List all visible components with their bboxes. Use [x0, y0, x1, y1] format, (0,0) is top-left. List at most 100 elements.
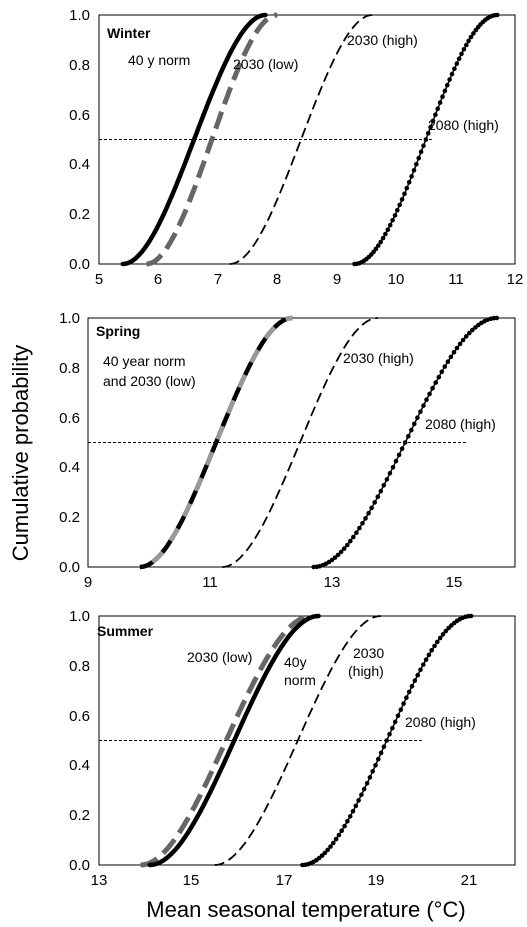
series-2-3-point	[381, 744, 387, 749]
series-0-3-point	[468, 34, 474, 40]
summer-y-tick: 0.0	[69, 857, 90, 874]
series-2-3-point	[361, 786, 367, 792]
series-1-2-point	[454, 345, 460, 351]
series-1-2-point	[406, 434, 411, 439]
series-2-3-point	[468, 613, 474, 619]
series-2-3-point	[333, 836, 339, 842]
series-1-2-point	[412, 421, 417, 427]
summer-annotation-norm: norm	[284, 672, 316, 688]
series-2-3-point	[415, 672, 421, 678]
series-1-2-point	[399, 446, 405, 452]
summer-annotation-2080-high: 2080 (high)	[405, 714, 476, 730]
spring-annotation-2080-high: 2080 (high)	[425, 416, 496, 432]
summer-x-tick: 19	[368, 872, 385, 889]
series-2-3-point	[353, 803, 359, 809]
series-1-1-line	[222, 317, 378, 568]
series-0-3-point	[397, 202, 403, 208]
series-1-2-point	[351, 534, 356, 540]
summer-y-tick: 1.0	[69, 608, 90, 625]
series-1-2-point	[381, 483, 387, 488]
series-0-3-point	[447, 77, 452, 82]
series-1-2-point	[375, 494, 381, 500]
spring-y-tick: 0.0	[59, 559, 80, 576]
series-1-2-point	[460, 337, 466, 343]
series-0-3-point	[390, 218, 395, 223]
series-2-3-point	[325, 847, 331, 853]
series-1-2-point	[418, 409, 423, 415]
winter-x-tick: 7	[214, 271, 222, 288]
winter-x-tick: 8	[273, 271, 281, 288]
summer-annotation-2030: 2030	[353, 645, 384, 661]
series-1-2-point	[442, 364, 448, 369]
summer-panel-title: Summer	[97, 623, 154, 639]
series-1-0-overlay	[139, 315, 293, 570]
series-0-1-line	[146, 12, 278, 267]
series-2-3-point	[423, 657, 429, 662]
series-2-3-point	[387, 732, 392, 737]
spring-annotation-and-2030-low: and 2030 (low)	[103, 373, 196, 389]
x-axis-title: Mean seasonal temperature (°C)	[146, 897, 465, 922]
winter-x-tick: 5	[95, 271, 103, 288]
series-2-3-point	[395, 713, 401, 718]
series-2-3-point	[392, 719, 398, 725]
series-1-2-point	[341, 546, 347, 551]
series-0-3-point	[471, 31, 476, 36]
series-0-3-point	[421, 143, 426, 148]
series-1-2-point	[357, 525, 362, 531]
series-2-3-point	[359, 792, 364, 798]
series-1-2-point	[335, 552, 341, 558]
series-0-3-point	[461, 47, 467, 52]
y-axis-title: Cumulative probability	[8, 345, 33, 561]
series-2-3-point	[347, 814, 353, 819]
series-0-3-point	[385, 227, 391, 232]
series-1-2-point	[415, 415, 420, 421]
summer-x-tick: 17	[276, 872, 293, 889]
summer-panel: Summer 0.0 0.2 0.4 0.6 0.8 1.0 13 15 17 …	[69, 608, 516, 889]
series-1-2-point	[354, 530, 359, 535]
winter-annotation-40y-norm: 40 y norm	[128, 52, 190, 68]
series-2-3-point	[443, 628, 449, 634]
spring-x-tick: 13	[324, 574, 341, 591]
series-0-3-point	[406, 180, 412, 185]
series-0-3-point	[383, 231, 388, 237]
series-0-3-point	[456, 56, 462, 61]
series-0-2-line	[229, 14, 373, 265]
series-0-3-point	[387, 222, 393, 228]
series-1-2-point	[396, 452, 402, 458]
winter-y-tick: 0.8	[69, 57, 90, 74]
series-2-3-point	[435, 639, 440, 645]
series-2-3-point	[384, 738, 390, 743]
series-2-3-point	[390, 725, 395, 731]
series-0-3-point	[454, 61, 460, 66]
series-2-3-point	[412, 678, 418, 683]
series-2-3-point	[440, 632, 446, 637]
series-1-2-point	[448, 354, 454, 360]
series-1-2-point	[409, 427, 414, 433]
spring-panel-title: Spring	[96, 323, 140, 339]
series-2-3-point	[339, 828, 345, 833]
winter-y-tick: 0.6	[69, 107, 90, 124]
series-1-2-point	[445, 359, 451, 365]
series-0-3-point	[433, 112, 438, 117]
summer-y-tick: 0.2	[69, 807, 90, 824]
winter-x-tick: 12	[507, 271, 524, 288]
summer-annotation-40y: 40y	[284, 654, 307, 670]
spring-x-tick: 11	[202, 574, 218, 591]
series-0-3-point	[380, 235, 386, 241]
series-0-3-point	[378, 239, 384, 245]
series-0-3-point	[399, 197, 405, 202]
spring-y-tick: 0.6	[59, 410, 80, 427]
series-1-2-point	[360, 521, 365, 526]
series-1-2-point	[457, 341, 463, 347]
series-2-3-point	[398, 707, 404, 712]
series-2-3-point	[437, 635, 443, 641]
series-2-3-point	[342, 823, 347, 829]
summer-annotation-high: (high)	[348, 663, 384, 679]
winter-y-tick: 1.0	[69, 7, 90, 24]
series-2-3-point	[367, 775, 373, 780]
summer-y-tick: 0.6	[69, 708, 90, 725]
summer-y-tick: 0.4	[69, 757, 90, 774]
series-0-3-point	[418, 149, 424, 155]
series-1-2-point	[427, 391, 432, 397]
